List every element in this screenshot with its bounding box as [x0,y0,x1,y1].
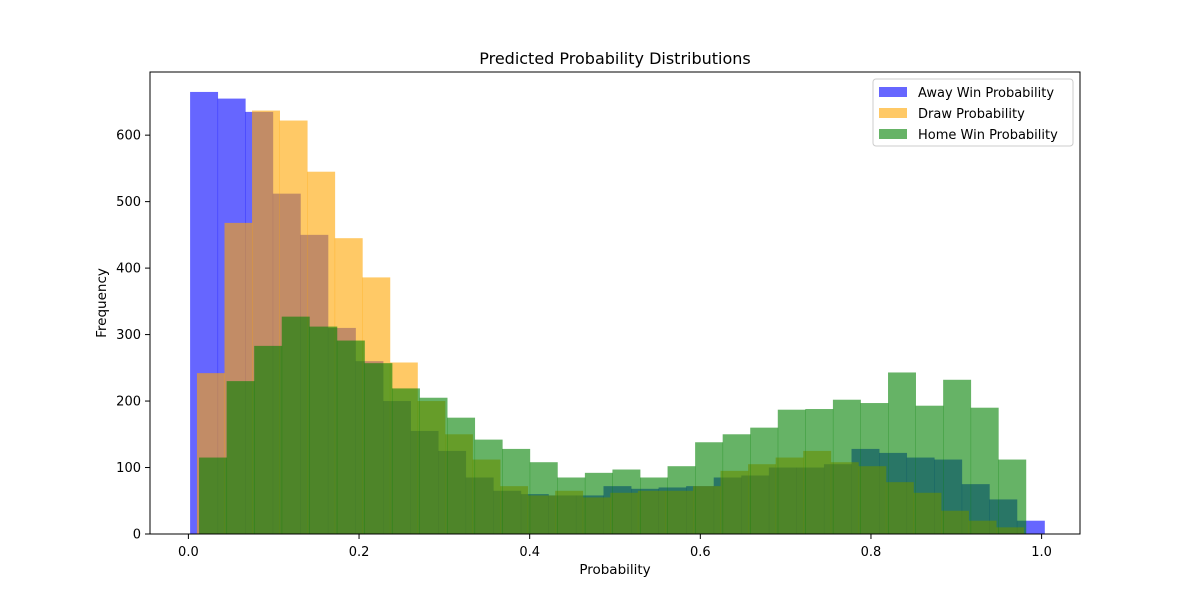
legend-label: Home Win Probability [918,128,1058,143]
series-2 [199,316,1027,534]
y-tick-label: 100 [116,461,141,476]
legend-swatch [879,129,907,139]
legend-swatch [879,87,907,97]
x-axis-label: Probability [579,562,650,578]
bar [336,340,365,534]
y-tick-label: 200 [116,395,141,410]
bar [557,477,586,534]
bar [750,427,779,534]
legend: Away Win Probability Draw Probability Home… [872,78,1074,147]
bar [695,442,724,534]
bar [888,372,916,534]
y-tick-label: 0 [133,528,141,543]
bar [832,399,861,534]
bar [199,457,228,534]
bar [391,388,420,534]
x-tick-label: 0.0 [178,545,199,560]
legend-label: Draw Probability [918,107,1025,122]
bar [529,462,558,534]
chart-title: Predicted Probability Distributions [479,49,751,68]
x-tick-label: 0.6 [690,545,711,560]
x-tick-label: 1.0 [1031,545,1052,560]
histogram-bars [190,91,1045,535]
bar [474,439,503,534]
x-axis-ticks: 0.0 0.2 0.4 0.6 0.8 1.0 [178,534,1052,560]
bar [419,397,448,534]
bar [502,448,531,534]
bar [640,477,668,534]
bar [805,409,834,534]
x-tick-label: 0.4 [519,545,540,560]
bar [667,466,696,534]
bar [998,459,1027,534]
bar [447,417,476,534]
bar [309,326,338,534]
bar [915,405,944,534]
bar [584,472,613,534]
y-tick-label: 400 [116,262,141,277]
legend-box [872,78,1074,147]
bar [254,345,283,534]
y-tick-label: 300 [116,328,141,343]
legend-label: Away Win Probability [918,86,1054,101]
plot-frame [149,71,1081,535]
y-tick-label: 500 [116,195,141,210]
bar [970,407,999,534]
bar [943,379,972,534]
bar [612,469,641,534]
y-axis-ticks: 0 100 200 300 400 500 600 [116,129,150,543]
bar [860,403,889,534]
y-tick-label: 600 [116,129,141,144]
bar [226,381,255,534]
bar [364,363,393,534]
x-tick-label: 0.8 [861,545,882,560]
bar [777,409,806,534]
x-tick-label: 0.2 [349,545,370,560]
legend-swatch [879,108,907,118]
bar [281,316,310,534]
bar [722,434,751,534]
y-axis-label: Frequency [94,268,110,338]
